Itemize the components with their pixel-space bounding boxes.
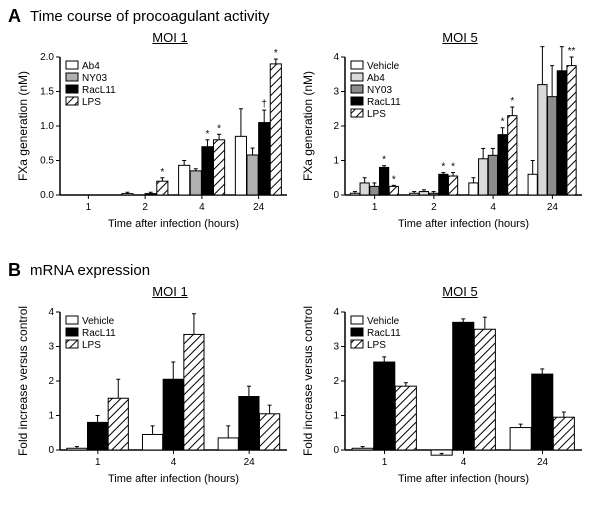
panel-title-a: Time course of procoagulant activity: [30, 8, 270, 25]
svg-text:3: 3: [333, 87, 339, 98]
chart-b-left: 0 1 2 3 4 Fold increase versus control 1 4 24 Tim…: [15, 300, 295, 500]
svg-text:*: *: [274, 48, 278, 59]
panel-title-b: mRNA expression: [30, 262, 150, 279]
svg-text:2: 2: [142, 202, 148, 213]
svg-text:3: 3: [333, 342, 339, 353]
svg-text:LPS: LPS: [82, 340, 101, 351]
svg-text:4: 4: [461, 457, 467, 468]
svg-text:24: 24: [244, 457, 256, 468]
svg-text:1: 1: [372, 202, 378, 213]
svg-text:2: 2: [431, 202, 437, 213]
svg-text:Fold increase versus control: Fold increase versus control: [301, 306, 315, 456]
svg-text:4: 4: [199, 202, 205, 213]
subtitle-b-right: MOI 5: [420, 284, 500, 299]
svg-text:LPS: LPS: [82, 97, 101, 108]
svg-text:1: 1: [86, 202, 92, 213]
subtitle-a-right: MOI 5: [420, 30, 500, 45]
subtitle-b-left: MOI 1: [130, 284, 210, 299]
subtitle-a-left: MOI 1: [130, 30, 210, 45]
svg-text:NY03: NY03: [367, 85, 392, 96]
svg-text:24: 24: [253, 202, 265, 213]
svg-text:FXa generation (nM): FXa generation (nM): [16, 71, 30, 181]
svg-text:*: *: [160, 167, 164, 178]
svg-text:Time after infection (hours): Time after infection (hours): [108, 473, 239, 485]
svg-text:Time after infection (hours): Time after infection (hours): [108, 218, 239, 230]
chart-a-right: 01234FXa generation (nM)1**2**4**24†**Ti…: [300, 45, 590, 245]
chart-a-left: 0.0 0.5 1.0 1.5 2.0 FXa generation (nM) 1 2 * 4 * *…: [15, 45, 295, 245]
svg-text:1: 1: [333, 411, 339, 422]
svg-text:1: 1: [333, 156, 339, 167]
chart-b-right: 0 1 2 3 4 Fold increase versus control 1 4 24 Tim…: [300, 300, 590, 500]
svg-text:RacL11: RacL11: [82, 85, 116, 96]
svg-text:*: *: [451, 162, 455, 173]
svg-text:0.5: 0.5: [40, 156, 54, 167]
panel-label-a: A: [8, 6, 21, 27]
svg-text:*: *: [501, 117, 505, 128]
svg-text:0: 0: [48, 445, 54, 456]
svg-text:*: *: [441, 162, 445, 173]
svg-text:Ab4: Ab4: [82, 61, 100, 72]
svg-text:Vehicle: Vehicle: [82, 316, 115, 327]
svg-text:Ab4: Ab4: [367, 73, 385, 84]
svg-text:24: 24: [547, 202, 559, 213]
svg-text:Vehicle: Vehicle: [367, 61, 400, 72]
svg-text:2: 2: [333, 376, 339, 387]
svg-text:NY03: NY03: [82, 73, 107, 84]
svg-text:1: 1: [48, 411, 54, 422]
svg-text:†: †: [261, 99, 267, 110]
panel-label-b: B: [8, 260, 21, 281]
svg-text:*: *: [205, 129, 209, 140]
svg-text:FXa generation (nM): FXa generation (nM): [301, 71, 315, 181]
svg-text:0: 0: [333, 190, 339, 201]
svg-text:1: 1: [95, 457, 101, 468]
svg-text:Time after infection (hours): Time after infection (hours): [398, 473, 529, 485]
svg-text:Vehicle: Vehicle: [367, 316, 400, 327]
figure: A Time course of procoagulant activity M…: [0, 0, 600, 505]
svg-text:2: 2: [48, 376, 54, 387]
svg-text:1: 1: [382, 457, 388, 468]
svg-text:RacL11: RacL11: [367, 328, 401, 339]
svg-text:1.5: 1.5: [40, 87, 54, 98]
svg-text:4: 4: [333, 307, 339, 318]
svg-text:*: *: [217, 123, 221, 134]
svg-text:2.0: 2.0: [40, 52, 54, 63]
svg-text:Time after infection (hours): Time after infection (hours): [398, 218, 529, 230]
svg-text:*: *: [392, 174, 396, 185]
svg-text:4: 4: [333, 52, 339, 63]
svg-text:Fold increase versus control: Fold increase versus control: [16, 306, 30, 456]
svg-text:0.0: 0.0: [40, 190, 54, 201]
svg-text:*: *: [510, 96, 514, 107]
svg-text:0: 0: [333, 445, 339, 456]
svg-text:*: *: [382, 155, 386, 166]
svg-text:LPS: LPS: [367, 340, 386, 351]
svg-text:4: 4: [490, 202, 496, 213]
svg-text:1.0: 1.0: [40, 121, 54, 132]
svg-text:4: 4: [48, 307, 54, 318]
svg-text:**: **: [568, 46, 576, 57]
svg-text:2: 2: [333, 121, 339, 132]
svg-text:3: 3: [48, 342, 54, 353]
svg-text:RacL11: RacL11: [82, 328, 116, 339]
svg-text:4: 4: [171, 457, 177, 468]
svg-text:†: †: [559, 45, 565, 47]
svg-text:RacL11: RacL11: [367, 97, 401, 108]
svg-text:LPS: LPS: [367, 109, 386, 120]
svg-text:24: 24: [537, 457, 549, 468]
